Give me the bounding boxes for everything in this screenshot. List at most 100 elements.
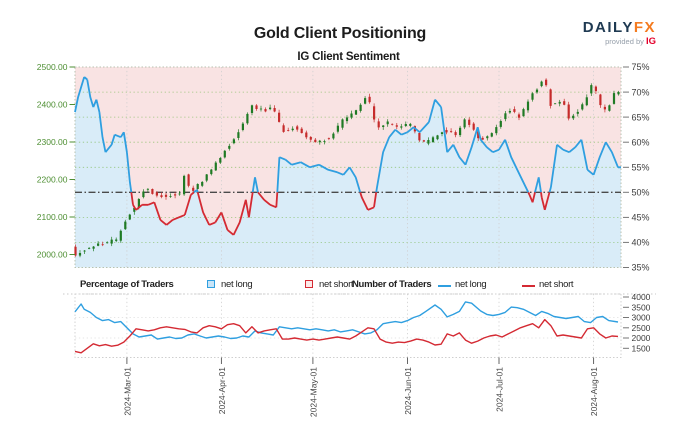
candle-body	[228, 145, 231, 149]
candle-body	[110, 239, 113, 244]
candle-body	[323, 141, 326, 142]
x-axis-date-label: 2024-Aug-01	[589, 367, 599, 416]
num-net-short-line-swatch	[522, 285, 535, 288]
candle-body	[395, 125, 398, 127]
candle-body	[264, 109, 267, 112]
candle-body	[223, 150, 226, 158]
candle-body	[463, 119, 466, 128]
right-axis-tick-label: 45%	[632, 213, 650, 223]
candle-body	[124, 221, 127, 230]
pct-net-long-square-swatch	[207, 280, 215, 288]
candle-body	[427, 140, 430, 144]
candle-body	[115, 239, 118, 241]
candle-body	[192, 187, 195, 191]
x-axis-date-label: 2024-Jul-01	[495, 367, 505, 412]
candle-body	[250, 105, 254, 113]
candle-body	[246, 113, 249, 124]
right-axis-tick-label: 50%	[632, 188, 650, 198]
candle-body	[599, 94, 602, 106]
pct-line-above-50-segments	[74, 76, 621, 193]
candle-body	[187, 174, 190, 186]
candle-body	[572, 115, 575, 119]
candle-body	[445, 130, 448, 133]
candle-body	[350, 113, 353, 118]
candle-body	[273, 108, 276, 112]
page-title: Gold Client Positioning	[253, 25, 427, 42]
candle-body	[151, 189, 154, 194]
candle-body	[237, 132, 240, 138]
candle-body	[617, 92, 620, 95]
candle-body	[178, 193, 181, 195]
legend-group-number-of-traders: Number of Traders	[352, 279, 432, 290]
candle-body	[101, 244, 104, 246]
candle-body	[513, 109, 516, 112]
bottom-right-axis-tick-label: 2500	[632, 323, 651, 333]
candle-body	[576, 111, 579, 114]
legend-label-pct-net-short: net short	[319, 279, 354, 290]
candle-body	[146, 188, 149, 190]
traders-net-short-line	[74, 318, 619, 354]
candle-body	[205, 174, 208, 181]
candle-body	[336, 125, 339, 132]
candle-body	[468, 119, 471, 125]
candle-body	[359, 104, 362, 111]
right-axis-tick-label: 40%	[632, 238, 650, 248]
logo-tagline: provided by IG	[583, 37, 656, 47]
right-axis-tick-label: 75%	[632, 62, 650, 72]
logo-ig-text: IG	[645, 36, 656, 47]
candle-body	[88, 248, 91, 249]
candle-body	[477, 131, 480, 139]
candle-body	[169, 196, 172, 197]
candle-body	[490, 133, 493, 137]
candle-body	[106, 242, 109, 244]
candle-body	[549, 89, 552, 106]
candle-body	[282, 125, 285, 132]
candle-body	[558, 101, 561, 104]
logo-fx-text: FX	[633, 19, 656, 36]
candle-body	[74, 246, 77, 256]
candle-body	[142, 191, 145, 198]
candle-body	[119, 230, 122, 241]
legend-group-percentage-of-traders: Percentage of Traders	[80, 279, 174, 290]
candle-body	[174, 194, 177, 196]
chart-subtitle: IG Client Sentiment	[297, 51, 400, 63]
candle-body	[92, 246, 95, 249]
candle-body	[440, 132, 444, 134]
candle-body	[300, 128, 303, 133]
candle-body	[314, 139, 317, 143]
left-axis-tick-label: 2000.00	[37, 250, 68, 260]
x-axis-date-label: 2024-Mar-01	[122, 367, 132, 416]
right-axis-tick-label: 70%	[632, 87, 650, 97]
candle-body	[382, 125, 385, 127]
candle-body	[436, 135, 439, 140]
legend-label-num-net-short: net short	[539, 279, 574, 290]
candle-body	[354, 110, 358, 115]
main-gridlines	[74, 66, 622, 358]
candle-body	[535, 89, 539, 93]
candle-body	[418, 133, 421, 141]
candle-body	[391, 123, 394, 125]
candle-body	[364, 98, 367, 104]
candle-body	[214, 162, 217, 171]
candle-body	[160, 195, 163, 197]
candle-body	[327, 138, 330, 139]
candle-body	[368, 96, 371, 103]
candle-body	[581, 104, 584, 110]
candle-body	[404, 124, 407, 126]
candle-body	[155, 192, 158, 196]
left-axis-tick-label: 2400.00	[37, 100, 68, 110]
candle-body	[472, 123, 475, 130]
price-candlesticks	[74, 78, 620, 258]
candle-body	[400, 126, 403, 128]
candle-body	[603, 106, 606, 110]
candle-body	[259, 108, 263, 110]
candle-body	[526, 101, 530, 111]
candle-body	[137, 199, 140, 208]
candle-body	[183, 175, 186, 195]
bottom-plot-border	[74, 293, 622, 358]
candle-body	[278, 112, 281, 122]
candle-body	[409, 123, 412, 126]
candle-body	[287, 130, 290, 131]
candle-body	[495, 127, 498, 134]
legend-label-num-net-long: net long	[455, 279, 487, 290]
